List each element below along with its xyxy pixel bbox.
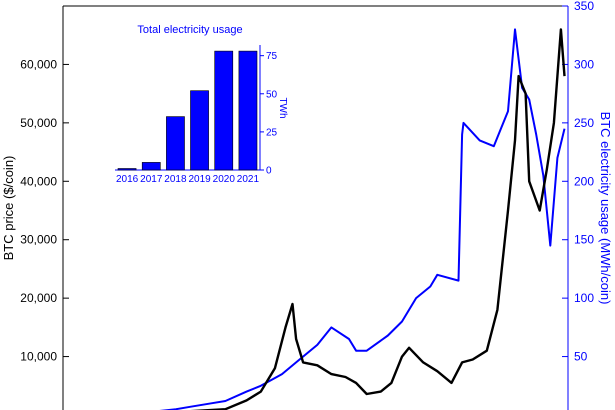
- right-tick-label: 100: [574, 291, 594, 305]
- inset-chart: Total electricity usage 0 25 50 75 2016 2017…: [110, 24, 288, 185]
- inset-bar: [238, 50, 258, 171]
- y2-axis-title: BTC electricity usage (MWh/coin): [598, 112, 613, 305]
- main-plot: 10,000 20,000 30,000 40,000 50,000 60,000 50 1…: [20, 0, 594, 410]
- right-tick-label: 350: [574, 0, 594, 13]
- right-tick-label: 250: [574, 116, 594, 130]
- left-tick-label: 40,000: [20, 174, 57, 188]
- right-ticks: 50 100 150 200 250 300 350: [562, 0, 594, 364]
- inset-bar: [141, 162, 161, 171]
- inset-bars: [117, 50, 258, 171]
- right-tick-label: 150: [574, 233, 594, 247]
- left-tick-label: 20,000: [20, 291, 57, 305]
- right-tick-label: 200: [574, 174, 594, 188]
- y-axis-title: BTC price ($/coin): [1, 156, 16, 261]
- left-tick-label: 60,000: [20, 57, 57, 71]
- series-layer: [159, 28, 566, 410]
- left-ticks: 10,000 20,000 30,000 40,000 50,000 60,000: [20, 57, 69, 364]
- inset-bar: [214, 50, 234, 171]
- inset-x-tick-label: 2017: [140, 174, 163, 185]
- inset-background: [110, 40, 260, 170]
- right-tick-label: 300: [574, 57, 594, 71]
- inset-x-tick-label: 2019: [188, 174, 211, 185]
- inset-x-tick-label: 2016: [116, 174, 139, 185]
- inset-y-tick-label: 0: [266, 166, 272, 177]
- inset-yticks: 0 25 50 75: [260, 51, 278, 177]
- inset-y-tick-label: 50: [266, 89, 278, 100]
- inset-xlabels: 2016 2017 2018 2019 2020 2021: [116, 174, 259, 185]
- btc-price-line: [190, 28, 566, 410]
- inset-x-tick-label: 2018: [164, 174, 187, 185]
- left-tick-label: 10,000: [20, 350, 57, 364]
- inset-y-axis-title: TWh: [277, 97, 288, 118]
- inset-bar: [166, 116, 185, 171]
- inset-x-tick-label: 2021: [237, 174, 260, 185]
- inset-title: Total electricity usage: [137, 24, 242, 36]
- inset-bar: [117, 168, 137, 171]
- right-tick-label: 50: [574, 350, 588, 364]
- left-tick-label: 30,000: [20, 233, 57, 247]
- left-tick-label: 50,000: [20, 116, 57, 130]
- inset-y-tick-label: 25: [266, 127, 278, 138]
- inset-x-tick-label: 2020: [213, 174, 236, 185]
- inset-y-tick-label: 75: [266, 51, 278, 62]
- inset-bar: [190, 90, 209, 171]
